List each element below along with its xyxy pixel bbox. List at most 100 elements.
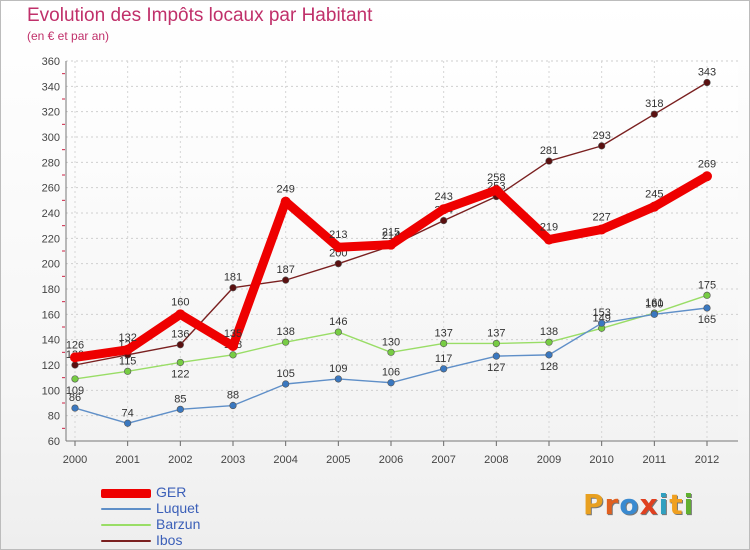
data-point-luquet bbox=[545, 351, 553, 359]
legend-swatch bbox=[101, 488, 151, 498]
data-label-ger: 132 bbox=[118, 332, 136, 344]
data-label-ger: 243 bbox=[434, 191, 452, 203]
data-label-ger: 126 bbox=[66, 339, 84, 351]
chart-title: Evolution des Impôts locaux par Habitant bbox=[27, 5, 373, 26]
y-tick-label: 340 bbox=[42, 81, 60, 93]
data-point-ger bbox=[491, 185, 502, 196]
data-label-barzun: 175 bbox=[698, 279, 716, 291]
logo-letter: x bbox=[639, 488, 659, 521]
data-label-barzun: 109 bbox=[66, 385, 84, 397]
legend-label: Ibos bbox=[156, 532, 183, 548]
y-tick-label: 320 bbox=[42, 107, 60, 119]
data-point-ger bbox=[596, 224, 607, 235]
data-label-barzun: 146 bbox=[329, 316, 347, 328]
x-tick-label: 2003 bbox=[221, 454, 245, 466]
data-point-barzun bbox=[124, 367, 132, 375]
data-label-luquet: 165 bbox=[698, 314, 716, 326]
data-label-luquet: 117 bbox=[435, 353, 453, 365]
data-label-ibos: 293 bbox=[592, 130, 610, 142]
data-point-ibos bbox=[545, 157, 553, 165]
data-point-ibos bbox=[703, 78, 711, 87]
data-label-ibos: 281 bbox=[540, 145, 558, 157]
legend-item-ger: GER bbox=[101, 484, 261, 501]
data-point-barzun bbox=[176, 358, 184, 367]
logo-letter: i bbox=[658, 488, 670, 521]
data-point-barzun bbox=[387, 348, 395, 356]
data-point-luquet bbox=[176, 405, 184, 413]
data-point-ger bbox=[333, 242, 344, 253]
data-label-ger: 227 bbox=[592, 211, 610, 223]
y-tick-label: 280 bbox=[42, 157, 60, 169]
x-tick-label: 2012 bbox=[695, 454, 719, 466]
x-tick-label: 2005 bbox=[326, 454, 350, 466]
data-point-ger bbox=[702, 171, 712, 182]
y-tick-label: 140 bbox=[42, 335, 60, 347]
data-point-luquet bbox=[229, 401, 237, 410]
y-tick-label: 120 bbox=[42, 360, 60, 372]
data-point-luquet bbox=[282, 380, 290, 388]
data-point-barzun bbox=[282, 338, 290, 346]
y-tick-label: 80 bbox=[48, 411, 60, 423]
logo-letter: o bbox=[619, 488, 640, 521]
x-tick-label: 2001 bbox=[115, 454, 139, 466]
data-label-ger: 258 bbox=[487, 172, 505, 184]
data-label-ger: 249 bbox=[276, 184, 294, 196]
data-point-luquet bbox=[334, 375, 342, 383]
data-point-ibos bbox=[71, 361, 79, 369]
data-label-luquet: 74 bbox=[122, 407, 134, 419]
legend-label: Barzun bbox=[156, 516, 201, 532]
data-point-barzun bbox=[703, 291, 711, 299]
legend-swatch bbox=[101, 540, 151, 542]
data-label-luquet: 128 bbox=[540, 361, 558, 373]
x-tick-label: 2000 bbox=[63, 454, 87, 466]
data-label-luquet: 105 bbox=[276, 368, 294, 380]
x-tick-label: 2011 bbox=[643, 454, 667, 466]
data-point-luquet bbox=[650, 310, 658, 318]
y-tick-label: 160 bbox=[42, 309, 60, 321]
data-label-barzun: 137 bbox=[487, 327, 505, 339]
data-point-ger bbox=[438, 204, 449, 215]
y-tick-label: 260 bbox=[42, 183, 60, 195]
data-label-barzun: 115 bbox=[119, 355, 137, 367]
data-label-luquet: 160 bbox=[645, 298, 663, 310]
data-label-barzun: 138 bbox=[540, 326, 558, 338]
legend-item-ibos: Ibos bbox=[101, 532, 261, 549]
logo-letter: P bbox=[583, 488, 605, 521]
data-label-ger: 160 bbox=[171, 296, 189, 308]
logo-letter: t bbox=[669, 488, 684, 521]
data-point-luquet bbox=[598, 319, 606, 327]
data-label-ger: 245 bbox=[645, 189, 663, 201]
data-point-ger bbox=[649, 201, 660, 212]
data-point-luquet bbox=[71, 404, 79, 412]
y-tick-label: 180 bbox=[42, 284, 60, 296]
data-label-ibos: 187 bbox=[276, 264, 294, 276]
data-point-ger bbox=[70, 352, 80, 363]
data-label-barzun: 161 bbox=[645, 297, 663, 309]
data-label-luquet: 85 bbox=[174, 393, 186, 405]
data-point-ger bbox=[122, 344, 133, 355]
logo-letter: i bbox=[683, 488, 695, 521]
data-label-ger: 269 bbox=[698, 158, 716, 170]
data-point-luquet bbox=[703, 304, 711, 312]
data-point-barzun bbox=[229, 351, 237, 359]
data-point-ibos bbox=[598, 142, 606, 150]
data-point-ger bbox=[386, 239, 396, 250]
x-tick-label: 2009 bbox=[537, 454, 561, 466]
legend-swatch bbox=[101, 508, 151, 510]
data-point-luquet bbox=[387, 379, 395, 387]
data-point-ger bbox=[280, 196, 291, 207]
data-point-luquet bbox=[492, 352, 500, 360]
data-label-barzun: 137 bbox=[434, 327, 452, 339]
data-point-ibos bbox=[440, 217, 448, 225]
data-label-barzun: 130 bbox=[382, 336, 400, 348]
data-label-luquet: 153 bbox=[592, 307, 610, 319]
data-label-ibos: 318 bbox=[645, 98, 663, 110]
data-point-ibos bbox=[176, 341, 184, 349]
data-point-barzun bbox=[71, 375, 79, 383]
data-label-ger: 135 bbox=[224, 328, 242, 340]
legend-item-luquet: Luquet bbox=[101, 500, 261, 517]
data-point-luquet bbox=[440, 365, 448, 373]
data-label-luquet: 86 bbox=[69, 392, 81, 404]
legend-label: Luquet bbox=[156, 500, 199, 516]
